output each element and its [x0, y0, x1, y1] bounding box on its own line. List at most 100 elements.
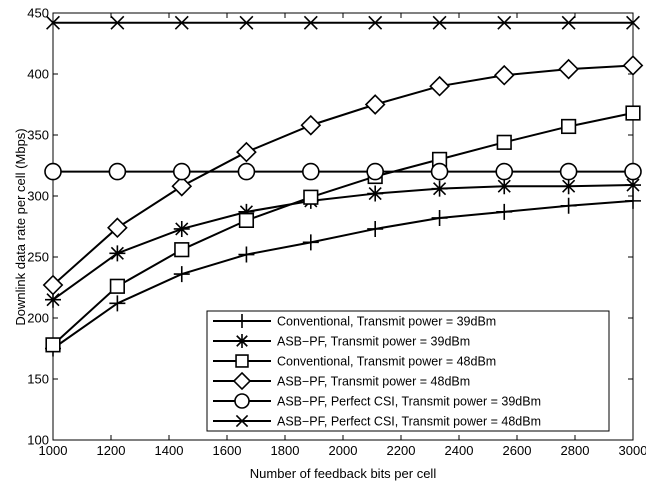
data-point: [626, 15, 640, 30]
data-point: [173, 266, 190, 283]
legend-item: ASB−PF, Transmit power = 48dBm: [213, 371, 470, 391]
data-point: [430, 162, 449, 181]
circle-marker-shape: [172, 162, 191, 181]
asterisk-marker-stroke: [560, 178, 577, 195]
data-point: [625, 177, 641, 194]
y-axis-label: Downlink data rate per cell (Mbps): [13, 128, 28, 325]
data-point: [431, 209, 448, 226]
plus-marker-stroke: [431, 209, 448, 226]
asterisk-marker-stroke: [173, 220, 190, 237]
y-tick-label: 400: [27, 67, 49, 82]
data-point: [496, 178, 513, 195]
legend-swatch-marker: [235, 334, 249, 348]
series-line: [52, 199, 634, 350]
data-point: [559, 162, 578, 181]
diamond-marker-shape: [558, 58, 579, 80]
data-point: [560, 197, 577, 214]
legend-item: Conventional, Transmit power = 39dBm: [213, 314, 496, 329]
legend-swatch-marker: [234, 393, 250, 409]
diamond-marker-shape: [429, 75, 450, 97]
data-point: [558, 58, 579, 80]
y-tick-label: 150: [27, 372, 49, 387]
diamond-marker-shape: [107, 217, 128, 239]
axis-ticks: 1000 1200 1400 1600 1800 2000 2200 2400 2600 2800…: [27, 6, 646, 459]
data-point: [236, 141, 257, 163]
data-point: [561, 118, 577, 135]
data-point: [432, 15, 447, 30]
diamond-marker-shape: [171, 175, 193, 197]
x-tick-label: 2000: [329, 443, 358, 458]
data-point: [173, 220, 190, 237]
data-point: [42, 274, 64, 296]
asterisk-marker-stroke: [367, 185, 384, 202]
data-point: [46, 15, 60, 30]
legend: Conventional, Transmit power = 39dBm ASB−…: [206, 310, 610, 432]
circle-marker-shape: [237, 162, 256, 181]
legend-swatch-marker: [235, 314, 249, 328]
data-point: [300, 114, 322, 136]
x-tick-label: 2800: [561, 443, 590, 458]
legend-label: ASB−PF, Perfect CSI, Transmit power = 48…: [277, 415, 541, 429]
x-tick-label: 3000: [619, 443, 646, 458]
data-point: [622, 55, 644, 76]
asterisk-marker-stroke: [496, 178, 513, 195]
x-tick-label: 1000: [39, 443, 68, 458]
diamond-marker-shape: [622, 55, 644, 76]
data-point: [429, 75, 450, 97]
circle-marker-shape: [234, 393, 250, 409]
data-point: [302, 162, 320, 181]
diamond-marker-shape: [364, 94, 386, 115]
square-marker-shape: [303, 189, 319, 205]
x-marker-stroke: [626, 15, 640, 30]
y-tick-label: 450: [27, 6, 49, 21]
legend-label: Conventional, Transmit power = 39dBm: [277, 315, 496, 329]
x-marker-stroke: [561, 15, 576, 30]
y-tick-label: 200: [27, 311, 49, 326]
x-tick-label: 1600: [213, 443, 242, 458]
circle-marker-shape: [495, 162, 514, 181]
data-point: [367, 220, 384, 237]
circle-marker-shape: [302, 162, 320, 181]
data-point: [174, 15, 189, 30]
data-point: [495, 162, 514, 181]
data-point: [496, 203, 513, 220]
x-tick-label: 2400: [445, 443, 474, 458]
circle-marker-shape: [108, 162, 127, 181]
data-point: [431, 180, 448, 197]
circle-marker-shape: [44, 162, 62, 181]
asterisk-marker-stroke: [625, 177, 641, 194]
square-marker-shape: [561, 118, 577, 135]
data-point: [496, 134, 512, 150]
x-marker-stroke: [110, 15, 125, 30]
series-5: [44, 162, 642, 181]
y-tick-label: 300: [27, 189, 49, 204]
legend-label: ASB−PF, Transmit power = 48dBm: [277, 375, 470, 389]
asterisk-marker-stroke: [109, 245, 126, 262]
legend-swatch-marker: [232, 371, 252, 391]
data-point: [367, 185, 384, 202]
data-point: [108, 162, 127, 181]
square-marker-shape: [625, 105, 641, 121]
diamond-marker-shape: [232, 371, 252, 391]
data-point: [107, 217, 128, 239]
x-marker-stroke: [239, 15, 254, 30]
plus-marker-stroke: [560, 197, 577, 214]
x-tick-label: 1200: [97, 443, 126, 458]
diamond-marker-shape: [300, 114, 322, 136]
square-marker-shape: [238, 212, 255, 229]
asterisk-marker-stroke: [45, 291, 61, 308]
series-line: [52, 112, 634, 346]
data-point: [364, 94, 386, 115]
series-6: [46, 15, 640, 30]
diamond-marker-shape: [493, 64, 515, 86]
x-marker-stroke: [174, 15, 189, 30]
y-tick-label: 250: [27, 250, 49, 265]
y-tick-label: 100: [27, 433, 49, 448]
legend-item: ASB−PF, Perfect CSI, Transmit power = 39…: [213, 393, 541, 409]
data-point: [302, 234, 319, 251]
data-point: [172, 162, 191, 181]
circle-marker-shape: [624, 162, 642, 181]
square-marker-shape: [235, 354, 249, 368]
data-point: [238, 212, 255, 229]
data-point: [560, 178, 577, 195]
